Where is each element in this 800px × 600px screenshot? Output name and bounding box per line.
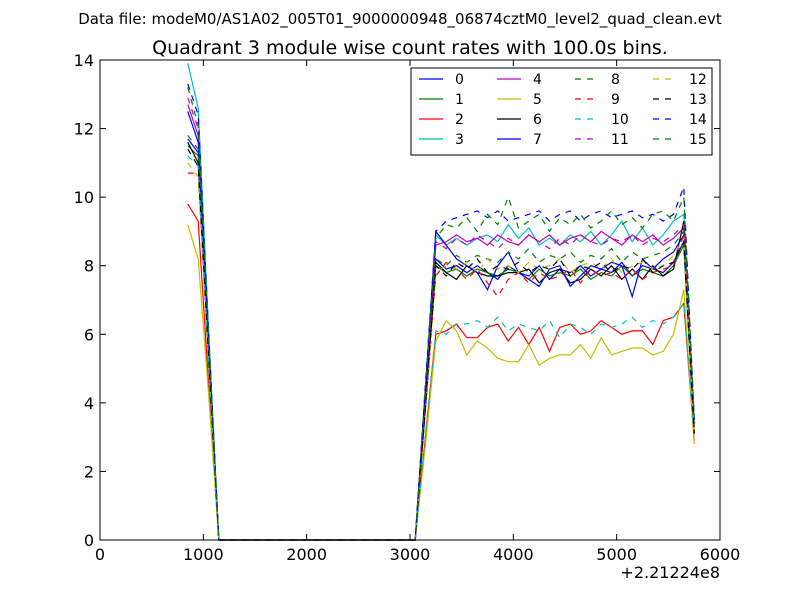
- series-line-9: [187, 172, 695, 541]
- legend-label: 1: [455, 92, 464, 108]
- series-line-7: [187, 111, 695, 541]
- series-line-8: [187, 135, 695, 541]
- y-tick-label: 10: [74, 188, 94, 207]
- series-line-6: [187, 142, 695, 541]
- legend-label: 0: [455, 72, 464, 88]
- y-tick-label: 2: [84, 462, 94, 481]
- series-line-4: [187, 104, 695, 541]
- y-tick-label: 4: [84, 394, 94, 413]
- x-tick-label: 2000: [286, 545, 327, 564]
- chart-title: Quadrant 3 module wise count rates with …: [152, 37, 668, 59]
- series-line-13: [187, 148, 695, 541]
- legend-label: 2: [455, 112, 464, 128]
- x-tick-label: 3000: [390, 545, 431, 564]
- chart-suptitle: Data file: modeM0/AS1A02_005T01_90000009…: [78, 10, 722, 29]
- legend-label: 9: [611, 92, 620, 108]
- series-line-5: [187, 224, 695, 541]
- legend-label: 10: [611, 112, 629, 128]
- series-line-10: [187, 155, 695, 541]
- series-line-1: [187, 145, 695, 541]
- x-tick-label: 4000: [493, 545, 534, 564]
- legend-label: 6: [533, 112, 542, 128]
- legend-label: 14: [689, 112, 707, 128]
- y-tick-label: 12: [74, 120, 94, 139]
- y-tick-label: 0: [84, 531, 94, 550]
- legend-label: 4: [533, 72, 542, 88]
- series-line-14: [187, 83, 695, 541]
- y-tick-label: 6: [84, 325, 94, 344]
- series-line-11: [187, 97, 695, 541]
- legend-label: 3: [455, 132, 464, 148]
- legend-label: 15: [689, 132, 707, 148]
- y-tick-label: 14: [74, 51, 94, 70]
- legend-label: 8: [611, 72, 620, 88]
- legend-label: 11: [611, 132, 629, 148]
- x-tick-label: 5000: [596, 545, 637, 564]
- x-offset-label: +2.21224e8: [620, 563, 720, 582]
- x-tick-label: 6000: [700, 545, 741, 564]
- legend-label: 12: [689, 72, 707, 88]
- x-tick-label: 0: [95, 545, 105, 564]
- y-tick-label: 8: [84, 257, 94, 276]
- series-line-0: [187, 138, 695, 541]
- x-tick-label: 1000: [183, 545, 224, 564]
- legend-label: 5: [533, 92, 542, 108]
- legend-box: [410, 67, 713, 156]
- series-line-2: [187, 203, 695, 541]
- legend-label: 7: [533, 132, 542, 148]
- legend-label: 13: [689, 92, 707, 108]
